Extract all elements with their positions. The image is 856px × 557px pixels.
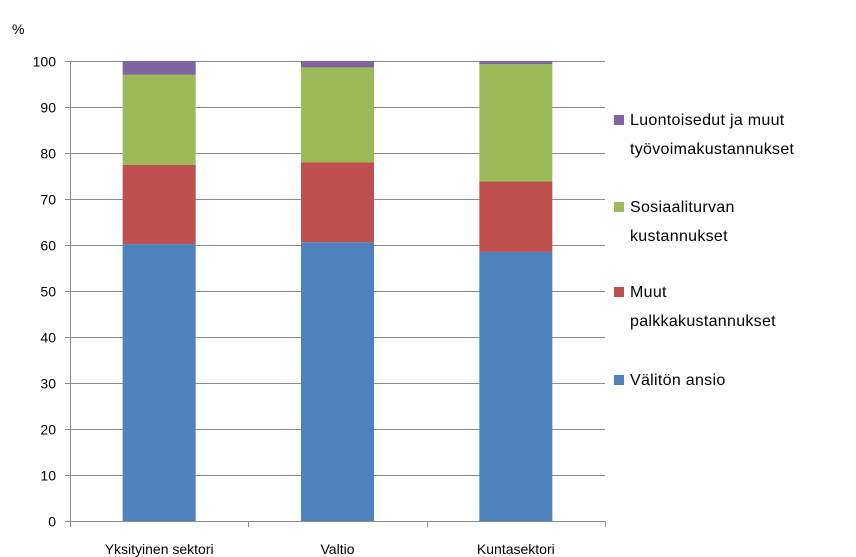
- bar-segment: [301, 61, 374, 68]
- bar-segment: [479, 251, 553, 521]
- legend-label: Välitön ansio: [630, 372, 726, 389]
- bar-segment: [301, 162, 374, 243]
- y-tick-label: 20: [40, 422, 56, 438]
- bar-segment: [122, 61, 196, 75]
- x-category-label: Valtio: [321, 541, 355, 557]
- legend-swatch: [614, 115, 624, 125]
- bar-segment: [479, 61, 553, 65]
- bar-segment: [301, 67, 374, 163]
- legend-label: työvoimakustannukset: [630, 141, 795, 158]
- legend-label: Muut: [630, 284, 667, 301]
- y-tick-label: 40: [40, 330, 56, 346]
- y-tick-label: 30: [40, 376, 56, 392]
- legend-label: kustannukset: [630, 228, 728, 245]
- y-tick-label: 100: [33, 54, 57, 70]
- y-tick-label: 80: [40, 146, 56, 162]
- y-tick-label: 0: [48, 514, 56, 530]
- x-category-label: Kuntasektori: [477, 541, 555, 557]
- legend-swatch: [614, 202, 624, 212]
- legend-swatch: [614, 287, 624, 297]
- x-category-label: Yksityinen sektori: [105, 541, 214, 557]
- y-tick-label: 60: [40, 238, 56, 254]
- y-tick-label: 90: [40, 100, 56, 116]
- bar-segment: [479, 64, 553, 182]
- y-unit-label: %: [12, 21, 24, 37]
- bar-segment: [301, 242, 374, 522]
- legend-label: Luontoisedut ja muut: [630, 112, 785, 129]
- legend-swatch: [614, 375, 624, 385]
- y-axis-ticks: 0 10 20 30 40 50 60 70 80 90 100: [33, 54, 70, 530]
- bars: [122, 61, 553, 522]
- bar-segment: [122, 164, 196, 245]
- axes: [70, 61, 606, 527]
- legend-label: Sosiaaliturvan: [630, 199, 735, 216]
- legend-label: palkkakustannukset: [630, 313, 776, 330]
- x-axis-categories: Yksityinen sektori Valtio Kuntasektori: [105, 541, 555, 557]
- y-tick-label: 50: [40, 284, 56, 300]
- bar-segment: [122, 244, 196, 521]
- bar-segment: [122, 74, 196, 165]
- y-tick-label: 10: [40, 468, 56, 484]
- y-tick-label: 70: [40, 192, 56, 208]
- bar-segment: [479, 181, 553, 252]
- legend: Luontoisedut ja muut työvoimakustannukset…: [614, 112, 795, 389]
